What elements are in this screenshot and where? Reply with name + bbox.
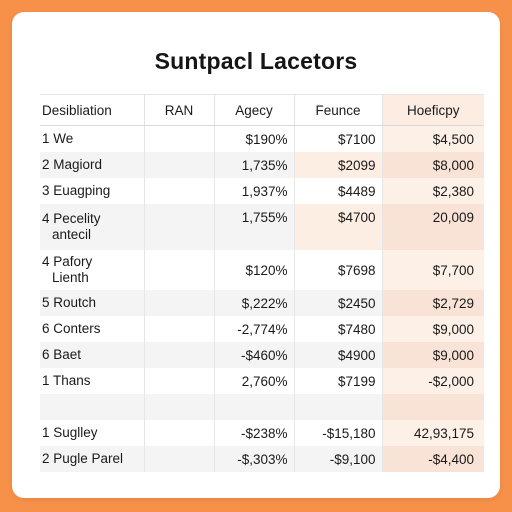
table-row: 1 Thans 2,760% $7199 -$2,000 bbox=[40, 368, 484, 394]
row-label: 4 Pafory Lienth bbox=[40, 250, 145, 290]
cell-agecy: 2,760% bbox=[214, 368, 295, 394]
cell-ran bbox=[144, 250, 215, 290]
cell-feunce: $7100 bbox=[294, 125, 383, 152]
cell-ran bbox=[144, 152, 215, 178]
page-title: Suntpacl Lacetors bbox=[154, 48, 358, 74]
table-row: 3 Euagping 1,937% $4489 $2,380 bbox=[40, 178, 484, 204]
column-header-agecy[interactable]: Agecy bbox=[214, 94, 295, 126]
cell-ran bbox=[144, 446, 215, 472]
cell-hoeficpy: $2,729 bbox=[382, 290, 484, 316]
cell-feunce: -$9,100 bbox=[294, 446, 383, 472]
cell-agecy: -$238% bbox=[214, 420, 295, 446]
table-row: 2 Pugle Parel -$,303% -$9,100 -$4,400 bbox=[40, 446, 484, 472]
table-row: 6 Baet -$460% $4900 $9,000 bbox=[40, 342, 484, 368]
row-label: 2 Magiord bbox=[40, 152, 145, 178]
cell-hoeficpy: 20,009 bbox=[382, 204, 484, 250]
row-label: 1 We bbox=[40, 125, 145, 152]
cell-hoeficpy: $9,000 bbox=[382, 316, 484, 342]
row-label-line2: antecil bbox=[52, 227, 92, 242]
cell-hoeficpy bbox=[382, 394, 484, 420]
cell-feunce: $2450 bbox=[294, 290, 383, 316]
cell-hoeficpy: $8,000 bbox=[382, 152, 484, 178]
cell-feunce: $4700 bbox=[294, 204, 383, 250]
table-row-empty bbox=[40, 394, 484, 420]
row-label: 4 Pecelity antecil bbox=[40, 204, 145, 250]
cell-agecy: $190% bbox=[214, 125, 295, 152]
row-label-line2: Lienth bbox=[52, 270, 89, 285]
row-label bbox=[40, 394, 145, 420]
cell-agecy: -$,303% bbox=[214, 446, 295, 472]
column-header-feunce[interactable]: Feunce bbox=[294, 94, 383, 126]
cell-ran bbox=[144, 125, 215, 152]
header-row: Desibliation RAN Agecy Feunce Hoeficpy bbox=[40, 94, 484, 126]
cell-feunce: $7480 bbox=[294, 316, 383, 342]
table-row: 4 Pafory Lienth $120% $7698 $7,700 bbox=[40, 250, 484, 290]
cell-ran bbox=[144, 342, 215, 368]
cell-feunce: $2099 bbox=[294, 152, 383, 178]
row-label: 1 Suglley bbox=[40, 420, 145, 446]
cell-agecy: -$460% bbox=[214, 342, 295, 368]
column-header-hoeficpy[interactable]: Hoeficpy bbox=[382, 94, 484, 126]
data-table: Desibliation RAN Agecy Feunce Hoeficpy 1… bbox=[40, 94, 484, 472]
table-row: 6 Conters -2,774% $7480 $9,000 bbox=[40, 316, 484, 342]
cell-agecy: 1,735% bbox=[214, 152, 295, 178]
table-row: 5 Routch $,222% $2450 $2,729 bbox=[40, 290, 484, 316]
row-label: 3 Euagping bbox=[40, 178, 145, 204]
cell-agecy: $120% bbox=[214, 250, 295, 290]
cell-feunce: $7199 bbox=[294, 368, 383, 394]
cell-feunce bbox=[294, 394, 383, 420]
cell-feunce: -$15,180 bbox=[294, 420, 383, 446]
cell-agecy: $,222% bbox=[214, 290, 295, 316]
cell-ran bbox=[144, 420, 215, 446]
table-row: 1 Suglley -$238% -$15,180 42,93,175 bbox=[40, 420, 484, 446]
cell-hoeficpy: -$2,000 bbox=[382, 368, 484, 394]
table-row: 2 Magiord 1,735% $2099 $8,000 bbox=[40, 152, 484, 178]
cell-agecy: 1,755% bbox=[214, 204, 295, 250]
cell-ran bbox=[144, 368, 215, 394]
cell-ran bbox=[144, 316, 215, 342]
row-label: 1 Thans bbox=[40, 368, 145, 394]
cell-hoeficpy: $9,000 bbox=[382, 342, 484, 368]
column-header-desibliation[interactable]: Desibliation bbox=[40, 94, 145, 126]
row-label: 2 Pugle Parel bbox=[40, 446, 145, 472]
cell-ran bbox=[144, 178, 215, 204]
row-label: 6 Conters bbox=[40, 316, 145, 342]
cell-feunce: $7698 bbox=[294, 250, 383, 290]
table-row: 1 We $190% $7100 $4,500 bbox=[40, 125, 484, 152]
table-row: 4 Pecelity antecil 1,755% $4700 20,009 bbox=[40, 204, 484, 250]
row-label-line1: 4 Pafory bbox=[42, 254, 93, 269]
row-label: 5 Routch bbox=[40, 290, 145, 316]
cell-agecy bbox=[214, 394, 295, 420]
cell-hoeficpy: $7,700 bbox=[382, 250, 484, 290]
row-label-line1: 4 Pecelity bbox=[42, 211, 101, 226]
cell-ran bbox=[144, 290, 215, 316]
row-label: 6 Baet bbox=[40, 342, 145, 368]
cell-hoeficpy: 42,93,175 bbox=[382, 420, 484, 446]
column-header-ran[interactable]: RAN bbox=[144, 94, 215, 126]
cell-hoeficpy: $4,500 bbox=[382, 125, 484, 152]
cell-agecy: -2,774% bbox=[214, 316, 295, 342]
cell-ran bbox=[144, 394, 215, 420]
cell-feunce: $4489 bbox=[294, 178, 383, 204]
table-card: Suntpacl Lacetors Desibliation RAN Agecy… bbox=[12, 12, 500, 498]
cell-feunce: $4900 bbox=[294, 342, 383, 368]
cell-ran bbox=[144, 204, 215, 250]
cell-agecy: 1,937% bbox=[214, 178, 295, 204]
cell-hoeficpy: -$4,400 bbox=[382, 446, 484, 472]
cell-hoeficpy: $2,380 bbox=[382, 178, 484, 204]
